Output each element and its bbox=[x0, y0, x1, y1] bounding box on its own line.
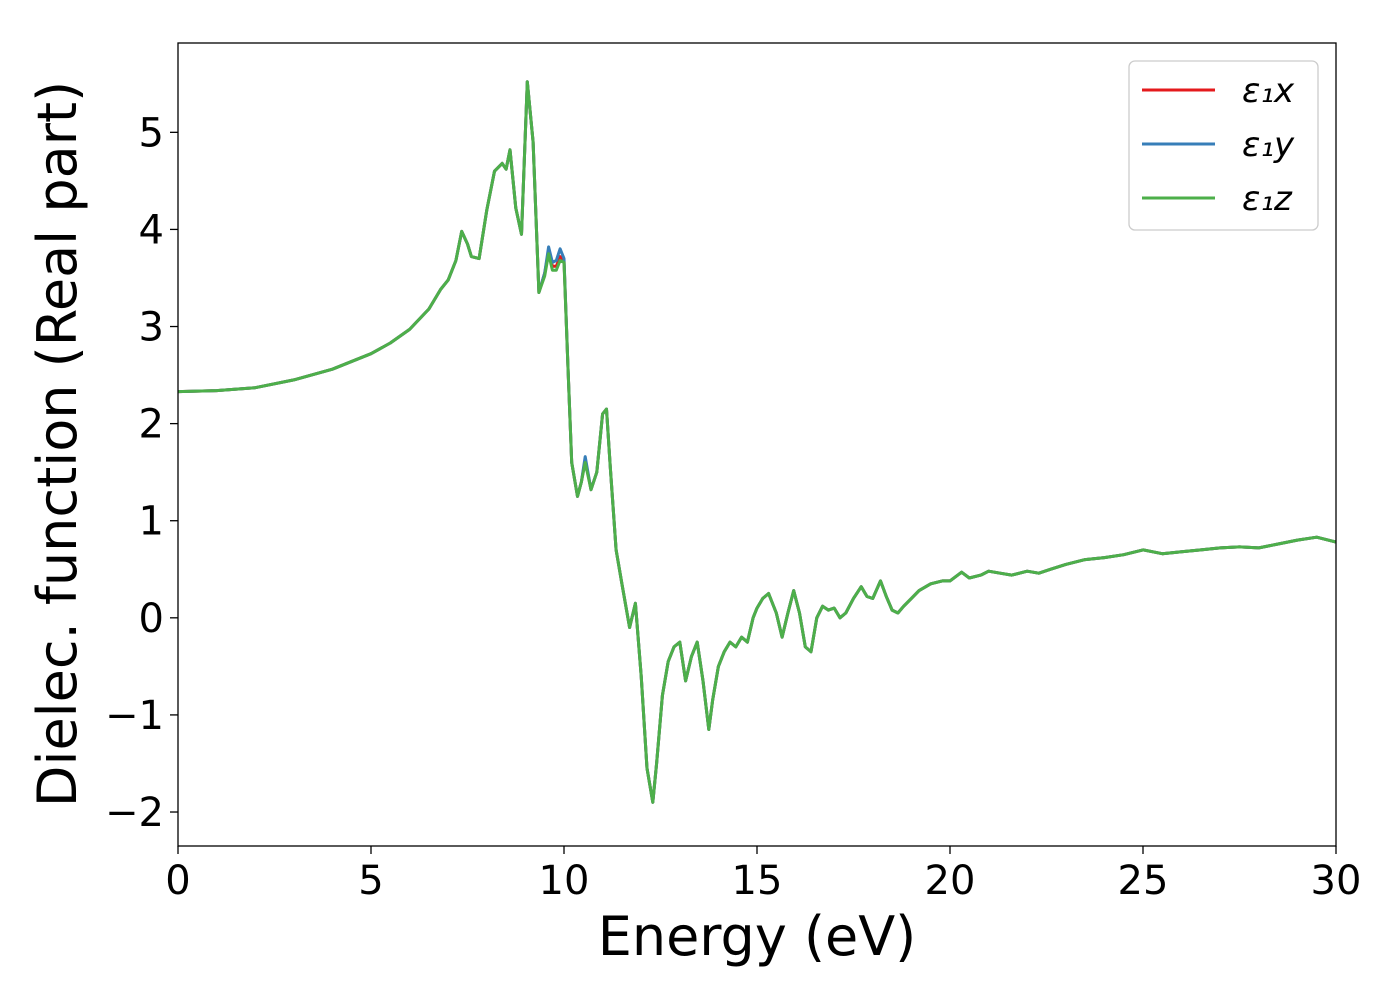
x-tick-label: 20 bbox=[925, 858, 976, 904]
y-tick-label: 2 bbox=[139, 402, 164, 448]
x-tick-label: 25 bbox=[1118, 858, 1169, 904]
y-tick-label: 1 bbox=[139, 499, 164, 545]
y-axis-title: Dielec. function (Real part) bbox=[26, 81, 89, 807]
y-tick-label: 0 bbox=[139, 596, 164, 642]
legend: ε₁x ε₁y ε₁z bbox=[1128, 60, 1319, 231]
x-tick-label: 5 bbox=[358, 858, 383, 904]
legend-label: ε₁z bbox=[1242, 179, 1293, 219]
x-axis: 0 5 10 15 20 25 30 bbox=[165, 846, 1361, 904]
y-tick-label: −2 bbox=[105, 790, 164, 836]
x-tick-label: 0 bbox=[165, 858, 190, 904]
series-line-3 bbox=[178, 80, 1336, 804]
x-tick-label: 15 bbox=[732, 858, 783, 904]
x-tick-label: 10 bbox=[539, 858, 590, 904]
y-tick-label: 3 bbox=[139, 305, 164, 351]
legend-label: ε₁x bbox=[1242, 71, 1295, 111]
y-axis: −2 −1 0 1 2 3 4 5 bbox=[105, 110, 178, 836]
y-tick-label: −1 bbox=[105, 693, 164, 739]
y-tick-label: 4 bbox=[139, 207, 164, 253]
x-axis-title: Energy (eV) bbox=[598, 905, 917, 968]
legend-label: ε₁y bbox=[1242, 125, 1295, 165]
legend-box bbox=[1128, 60, 1319, 231]
x-tick-label: 30 bbox=[1311, 858, 1362, 904]
series-layer bbox=[178, 80, 1336, 804]
y-tick-label: 5 bbox=[139, 110, 164, 156]
